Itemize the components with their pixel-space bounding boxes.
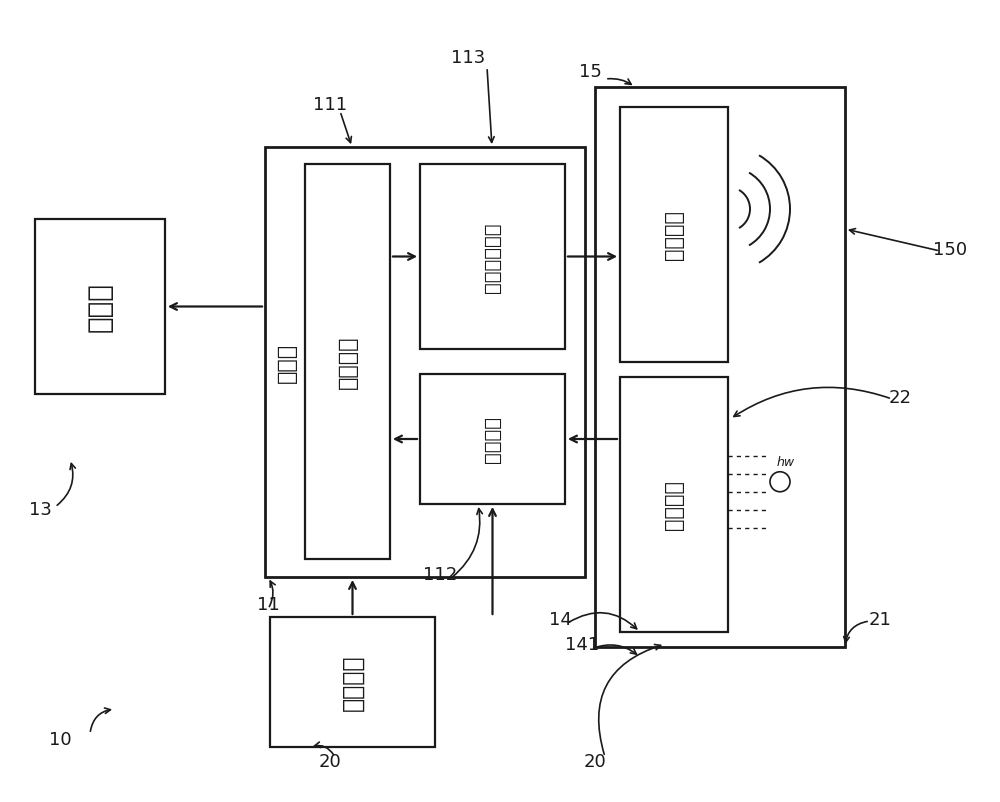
Text: 输入装置: 输入装置 xyxy=(341,654,365,711)
Text: 113: 113 xyxy=(451,49,485,67)
Text: 15: 15 xyxy=(579,63,601,81)
Text: 振动控制单元: 振动控制单元 xyxy=(483,222,502,293)
Text: 监视器: 监视器 xyxy=(86,282,114,332)
Text: 20: 20 xyxy=(584,752,606,770)
Text: 112: 112 xyxy=(423,565,457,583)
Text: 计算单元: 计算单元 xyxy=(338,335,358,389)
Text: 20: 20 xyxy=(319,752,341,770)
Text: hw: hw xyxy=(777,456,795,468)
Bar xyxy=(270,618,435,747)
Bar xyxy=(35,220,165,395)
Text: 成像单元: 成像单元 xyxy=(483,416,502,463)
Bar xyxy=(595,88,845,647)
Bar xyxy=(620,378,728,632)
Text: 振动装置: 振动装置 xyxy=(664,210,684,260)
Bar xyxy=(420,164,565,350)
Text: 22: 22 xyxy=(889,388,912,407)
Bar xyxy=(620,107,728,363)
Text: 21: 21 xyxy=(869,610,891,628)
Text: 111: 111 xyxy=(313,96,347,114)
Text: 141: 141 xyxy=(565,635,599,653)
Bar xyxy=(305,164,390,559)
Text: 主设备: 主设备 xyxy=(277,342,297,383)
Text: 10: 10 xyxy=(49,730,71,748)
Text: 超声探头: 超声探头 xyxy=(664,480,684,530)
Text: 150: 150 xyxy=(933,241,967,259)
Bar xyxy=(265,148,585,577)
Bar xyxy=(420,375,565,504)
Text: 14: 14 xyxy=(549,610,571,628)
Text: 13: 13 xyxy=(29,500,51,518)
Text: 11: 11 xyxy=(257,595,279,614)
